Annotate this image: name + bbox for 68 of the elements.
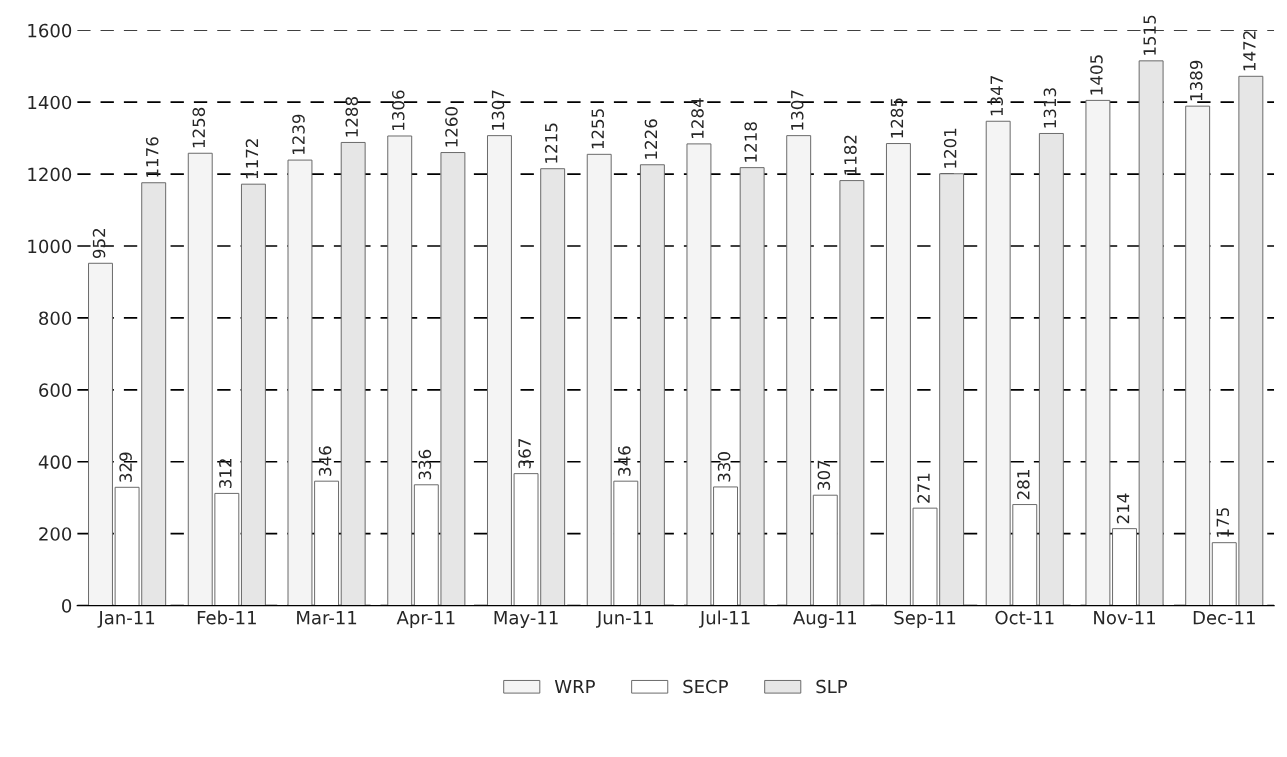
data-label: 1239 <box>292 114 305 155</box>
data-label: 1313 <box>1043 88 1057 128</box>
bar <box>240 183 266 606</box>
x-tick-label: Jul-11 <box>698 610 750 628</box>
x-tick-label: Jan-11 <box>97 611 155 628</box>
data-label: 330 <box>717 452 731 482</box>
data-label: 1472 <box>1243 31 1256 71</box>
legend-label: SECP <box>683 679 728 694</box>
bar <box>786 135 812 606</box>
data-label: 1284 <box>691 98 704 138</box>
bar <box>739 167 765 606</box>
x-tick-label: May-11 <box>494 611 558 628</box>
data-label: 312 <box>219 459 232 488</box>
y-tick-label: 800 <box>39 311 72 326</box>
data-label: 952 <box>92 228 106 259</box>
data-label: 1285 <box>890 98 904 138</box>
data-label: 1389 <box>1189 60 1203 101</box>
y-tick-label: 1000 <box>28 239 72 254</box>
data-label: 346 <box>618 446 631 476</box>
data-label: 1307 <box>790 90 804 130</box>
data-label: 1226 <box>644 119 658 159</box>
data-label: 1201 <box>943 128 957 168</box>
x-tick-label: Oct-11 <box>995 610 1054 625</box>
data-label: 1215 <box>544 123 558 163</box>
x-tick-label: Dec-11 <box>1193 611 1255 625</box>
data-label: 367 <box>518 439 531 469</box>
data-label: 1182 <box>844 135 857 175</box>
data-label: 1176 <box>145 137 159 177</box>
data-label: 1260 <box>445 107 458 147</box>
x-tick-label: Jun-11 <box>596 611 653 628</box>
x-tick-label: Sep-11 <box>894 610 956 628</box>
data-label: 346 <box>318 446 332 476</box>
x-tick-label: Mar-11 <box>297 611 357 625</box>
x-tick-label: Feb-11 <box>197 610 256 625</box>
data-label: 1347 <box>990 76 1004 116</box>
data-label: 1515 <box>1143 15 1156 55</box>
y-tick-label: 1200 <box>28 167 72 182</box>
x-tick-label: Aug-11 <box>793 611 856 628</box>
data-label: 281 <box>1017 470 1030 500</box>
data-label: 1218 <box>744 122 757 162</box>
data-label: 214 <box>1116 493 1130 524</box>
legend-label: WRP <box>554 679 595 694</box>
data-label: 271 <box>917 473 930 503</box>
data-label: 1405 <box>1090 55 1103 95</box>
data-label: 1288 <box>345 97 359 137</box>
y-tick-label: 0 <box>62 599 72 613</box>
y-tick-label: 1600 <box>28 23 72 38</box>
bar <box>1038 132 1064 606</box>
y-tick-label: 600 <box>39 383 72 397</box>
bar <box>387 135 413 606</box>
y-tick-label: 400 <box>38 455 72 469</box>
data-label: 1255 <box>591 109 605 149</box>
bar <box>639 164 665 606</box>
x-tick-label: Nov-11 <box>1094 611 1155 625</box>
data-label: 307 <box>817 460 831 490</box>
data-label: 1306 <box>391 90 405 130</box>
data-label: 175 <box>1216 508 1230 537</box>
data-label: 1172 <box>245 139 259 179</box>
legend-label: SLP <box>816 679 848 694</box>
data-label: 1258 <box>192 107 206 148</box>
y-tick-label: 1400 <box>28 95 72 110</box>
data-label: 329 <box>119 452 132 482</box>
data-label: 1307 <box>491 90 505 130</box>
y-tick-label: 200 <box>39 527 72 541</box>
data-label: 336 <box>418 449 432 480</box>
bar <box>340 141 366 606</box>
x-tick-label: Apr-11 <box>396 611 455 628</box>
bar <box>1185 105 1211 606</box>
